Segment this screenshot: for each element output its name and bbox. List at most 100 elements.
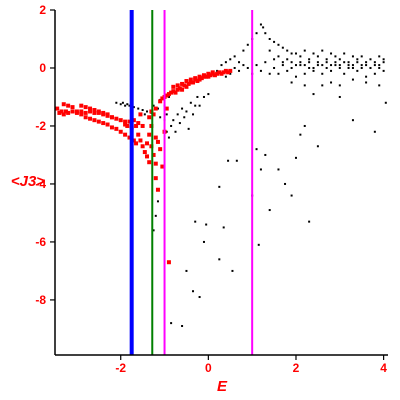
- black-point-167: [347, 66, 350, 69]
- red-point-92: [204, 74, 209, 79]
- y-axis-label: <J3>: [11, 173, 45, 190]
- black-point-23: [181, 107, 184, 110]
- black-point-64: [373, 130, 376, 133]
- red-point-121: [164, 106, 169, 111]
- red-point-2: [59, 109, 64, 114]
- black-point-152: [281, 61, 284, 64]
- black-point-13: [154, 214, 157, 217]
- red-point-105: [175, 83, 180, 88]
- red-point-37: [79, 103, 84, 108]
- black-point-76: [233, 55, 236, 58]
- red-point-41: [96, 109, 101, 114]
- black-point-121: [264, 61, 267, 64]
- red-point-93: [206, 74, 211, 79]
- black-point-50: [264, 153, 267, 156]
- black-point-57: [294, 156, 297, 159]
- black-point-56: [290, 194, 293, 197]
- red-point-97: [215, 71, 220, 76]
- black-point-30: [196, 95, 199, 98]
- red-point-116: [153, 106, 158, 111]
- red-point-40: [92, 108, 97, 113]
- black-point-109: [373, 64, 376, 67]
- black-point-128: [294, 75, 297, 78]
- black-point-106: [360, 55, 363, 58]
- red-point-103: [228, 68, 233, 73]
- red-point-33: [123, 132, 128, 137]
- red-point-30: [109, 125, 114, 130]
- black-point-74: [224, 61, 227, 64]
- x-axis-label: E: [217, 378, 228, 395]
- black-point-124: [277, 72, 280, 75]
- red-point-98: [217, 70, 222, 75]
- black-point-144: [365, 75, 368, 78]
- red-point-51: [136, 121, 141, 126]
- red-point-59: [147, 160, 152, 165]
- black-point-169: [356, 61, 359, 64]
- black-point-141: [351, 66, 354, 69]
- red-point-65: [153, 176, 158, 181]
- black-point-89: [286, 49, 289, 52]
- red-point-0: [55, 106, 60, 111]
- black-point-168: [351, 64, 354, 67]
- red-point-94: [208, 73, 213, 78]
- red-point-5: [66, 110, 71, 115]
- red-point-20: [66, 103, 71, 108]
- red-point-76: [169, 90, 174, 95]
- black-point-158: [308, 61, 311, 64]
- black-point-60: [308, 220, 311, 223]
- black-point-38: [198, 296, 201, 299]
- red-point-58: [145, 154, 150, 159]
- black-point-135: [325, 66, 328, 69]
- tick-labels: -2 0 2 4 2 0 -2 -4 -6 -8: [35, 3, 387, 375]
- black-point-29: [194, 104, 197, 107]
- black-point-176: [312, 93, 315, 96]
- black-point-155: [294, 64, 297, 67]
- black-point-112: [224, 75, 227, 78]
- black-point-172: [369, 66, 372, 69]
- black-point-47: [227, 159, 230, 162]
- red-point-31: [114, 126, 119, 131]
- black-point-90: [290, 52, 293, 55]
- red-point-108: [188, 77, 193, 82]
- red-point-89: [197, 77, 202, 82]
- red-point-79: [175, 87, 180, 92]
- y-tick-label--8: -8: [35, 293, 46, 307]
- black-point-174: [378, 64, 381, 67]
- black-point-127: [290, 66, 293, 69]
- black-point-123: [273, 66, 276, 69]
- black-point-26: [187, 127, 190, 130]
- y-tick-label-0: 0: [39, 61, 46, 75]
- red-point-19: [61, 102, 66, 107]
- black-point-125: [281, 64, 284, 67]
- black-point-181: [365, 81, 368, 84]
- black-point-55: [284, 182, 287, 185]
- black-point-18: [170, 124, 173, 127]
- black-point-151: [277, 55, 280, 58]
- red-point-23: [79, 112, 84, 117]
- black-point-8: [141, 109, 144, 112]
- red-point-85: [188, 80, 193, 85]
- red-point-83: [184, 84, 189, 89]
- black-point-83: [262, 26, 265, 29]
- red-point-11: [92, 110, 97, 115]
- black-point-146: [373, 72, 376, 75]
- black-point-69: [167, 95, 170, 98]
- y-tick-label--2: -2: [35, 119, 46, 133]
- black-point-7: [137, 107, 140, 110]
- red-point-81: [180, 87, 185, 92]
- black-point-130: [303, 72, 306, 75]
- black-point-41: [205, 223, 208, 226]
- red-point-8: [79, 109, 84, 114]
- black-point-116: [242, 64, 245, 67]
- black-point-179: [338, 84, 341, 87]
- black-point-49: [259, 168, 262, 171]
- black-point-96: [316, 55, 319, 58]
- black-point-108: [369, 58, 372, 61]
- black-point-73: [220, 64, 223, 67]
- black-point-178: [330, 81, 333, 84]
- red-point-26: [92, 118, 97, 123]
- red-point-100: [221, 70, 226, 75]
- red-point-82: [182, 83, 187, 88]
- red-point-22: [74, 109, 79, 114]
- red-point-50: [134, 123, 139, 128]
